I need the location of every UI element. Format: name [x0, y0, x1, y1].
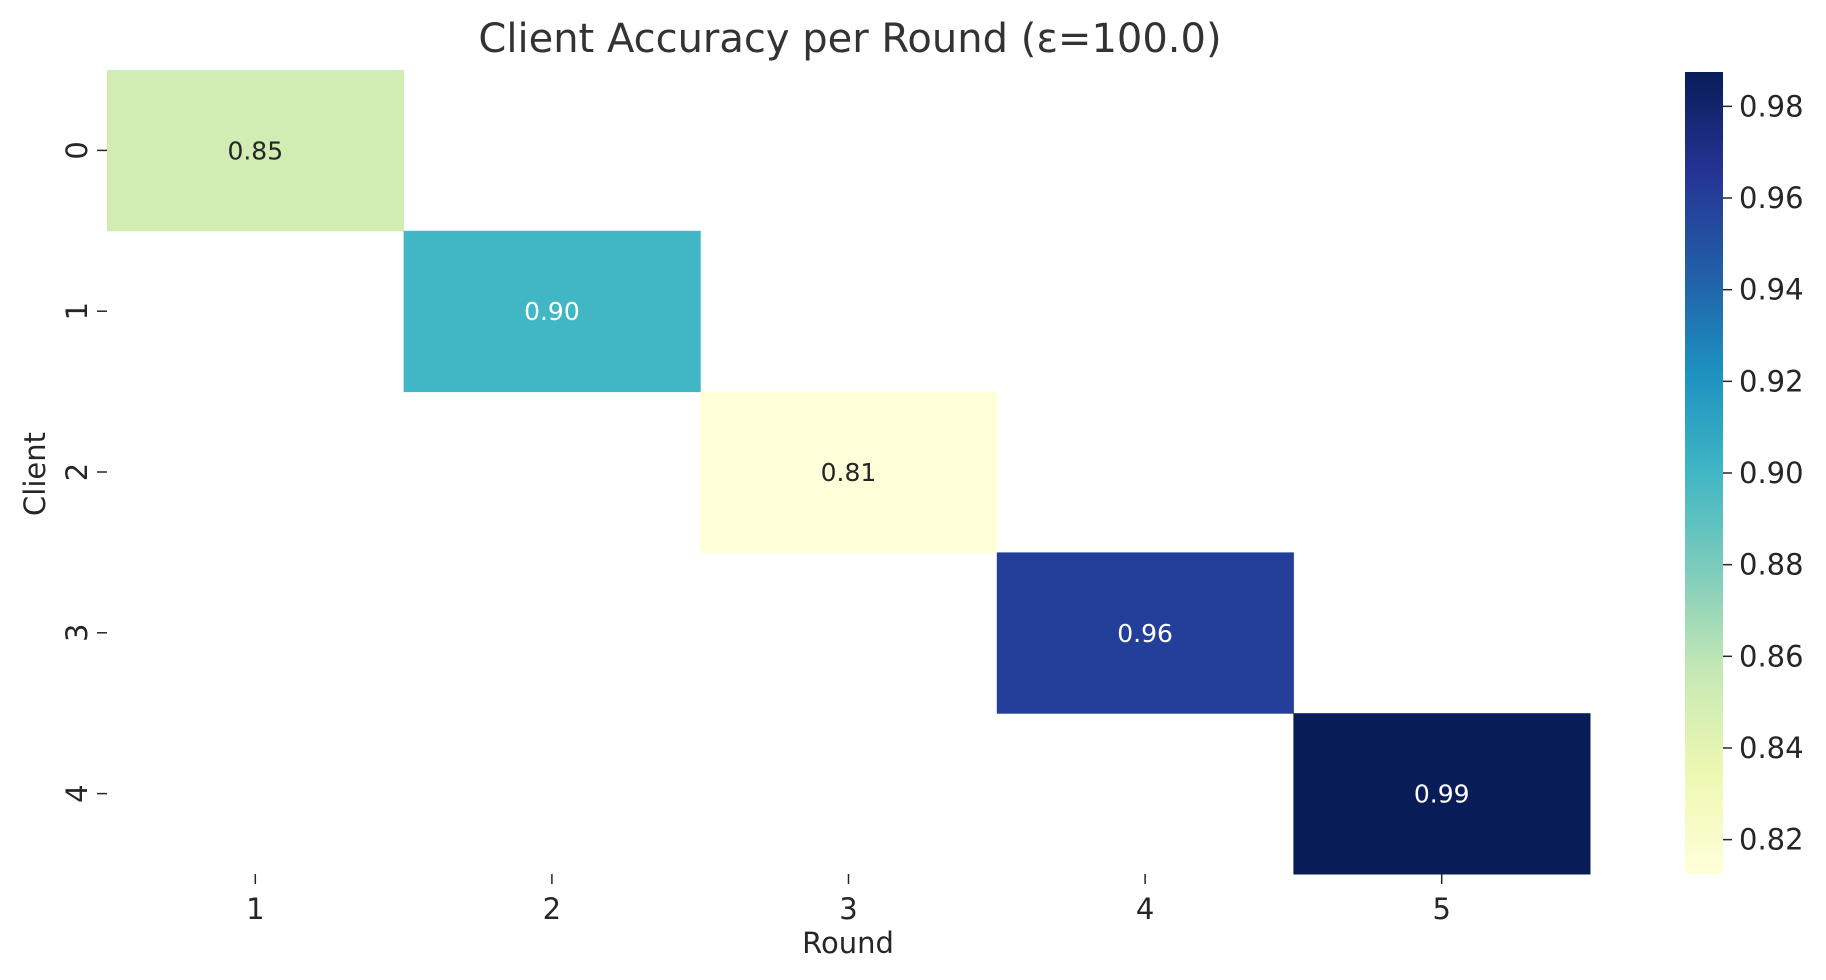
heatmap-cells: 0.85 0.90 0.81 0.96 0.99 — [107, 70, 1591, 875]
cell-value-label: 0.90 — [524, 297, 580, 326]
colorbar-ticks: 0.82 0.84 0.86 0.88 0.90 0.92 0.94 0.96 0.98 — [1723, 89, 1804, 857]
colorbar-tick-label: 0.92 — [1739, 364, 1804, 398]
colorbar-tick-label: 0.98 — [1739, 89, 1804, 123]
heatmap-cell — [1293, 713, 1591, 875]
colorbar-tick-label: 0.94 — [1739, 273, 1804, 307]
heatmap-cell — [107, 70, 405, 232]
colorbar-tick-label: 0.90 — [1739, 456, 1804, 490]
x-tick-label: 1 — [246, 892, 264, 926]
x-tick-label: 5 — [1432, 892, 1450, 926]
cell-value-label: 0.81 — [821, 458, 877, 487]
x-tick-label: 3 — [839, 892, 857, 926]
colorbar-tick-label: 0.86 — [1739, 639, 1804, 673]
colorbar — [1685, 72, 1723, 874]
colorbar-tick-label: 0.96 — [1739, 181, 1804, 215]
heatmap-cell — [996, 552, 1294, 714]
heatmap-cell — [700, 391, 998, 553]
heatmap-cell — [403, 230, 701, 393]
x-tick-label: 2 — [543, 892, 561, 926]
y-tick-label: 4 — [60, 784, 94, 802]
y-axis-label: Client — [18, 432, 52, 516]
y-axis-ticks: 0 1 2 3 4 — [60, 141, 107, 803]
colorbar-tick-label: 0.88 — [1739, 548, 1804, 582]
colorbar-tick-label: 0.82 — [1739, 823, 1804, 857]
x-axis-ticks: 1 2 3 4 5 — [246, 874, 1451, 926]
y-tick-label: 3 — [60, 624, 94, 642]
y-tick-label: 1 — [60, 302, 94, 320]
y-tick-label: 2 — [60, 463, 94, 481]
x-tick-label: 4 — [1136, 892, 1154, 926]
y-tick-label: 0 — [60, 141, 94, 159]
x-axis-label: Round — [802, 926, 894, 960]
chart-title: Client Accuracy per Round (ε=100.0) — [478, 16, 1221, 62]
cell-value-label: 0.96 — [1117, 619, 1173, 648]
cell-value-label: 0.99 — [1414, 780, 1470, 809]
colorbar-tick-label: 0.84 — [1739, 731, 1804, 765]
cell-value-label: 0.85 — [227, 136, 283, 165]
